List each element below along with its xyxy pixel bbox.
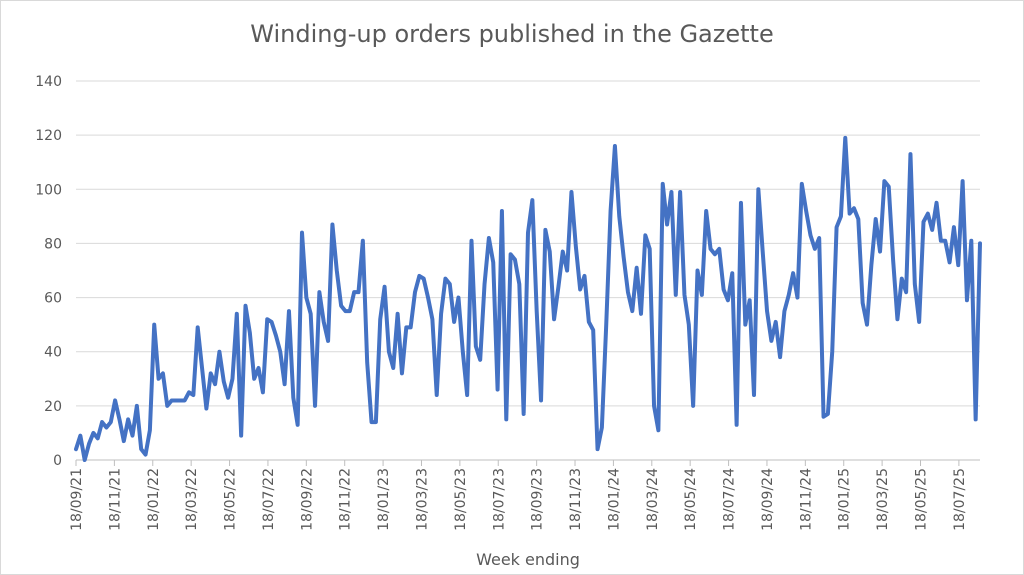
y-tick-label: 0: [53, 453, 62, 469]
x-axis-tick-labels: 18/09/21 18/11/21 18/01/22 18/03/22 18/05/22…: [69, 460, 968, 531]
x-tick-label: 18/09/24: [760, 468, 776, 531]
y-tick-label: 40: [44, 345, 62, 361]
x-tick-label: 18/11/21: [107, 468, 123, 531]
y-tick-label: 60: [44, 291, 62, 307]
y-tick-label: 80: [44, 236, 62, 252]
x-tick-label: 18/05/24: [683, 468, 699, 531]
y-tick-label: 100: [35, 182, 62, 198]
x-tick-label: 18/03/22: [184, 468, 200, 531]
x-tick-label: 18/01/24: [606, 468, 622, 531]
y-axis-tick-labels: 0 20 40 60 80 100 120 140: [35, 74, 62, 469]
x-tick-label: 18/03/23: [414, 468, 430, 531]
x-tick-label: 18/03/25: [875, 468, 891, 531]
x-tick-label: 18/01/23: [376, 468, 392, 531]
x-axis-title: Week ending: [476, 550, 580, 569]
y-tick-label: 140: [35, 74, 62, 90]
x-tick-label: 18/01/22: [146, 468, 162, 531]
x-tick-label: 18/05/23: [453, 468, 469, 531]
y-tick-label: 120: [35, 128, 62, 144]
x-tick-label: 18/07/24: [722, 468, 738, 531]
x-tick-label: 18/07/23: [491, 468, 507, 531]
x-tick-label: 18/11/23: [568, 468, 584, 531]
series-line: [74, 135, 982, 462]
series-group: [74, 135, 982, 462]
x-tick-label: 18/09/22: [299, 468, 315, 531]
y-tick-label: 20: [44, 399, 62, 415]
x-tick-label: 18/07/22: [261, 468, 277, 531]
x-tick-label: 18/09/21: [69, 468, 85, 531]
x-tick-label: 18/07/25: [952, 468, 968, 531]
x-tick-label: 18/03/24: [645, 468, 661, 531]
x-tick-label: 18/11/24: [798, 468, 814, 531]
x-tick-label: 18/05/22: [223, 468, 239, 531]
chart-title: Winding-up orders published in the Gazet…: [250, 20, 774, 48]
x-tick-label: 18/11/22: [338, 468, 354, 531]
x-tick-label: 18/05/25: [914, 468, 930, 531]
x-tick-label: 18/01/25: [837, 468, 853, 531]
x-tick-label: 18/09/23: [530, 468, 546, 531]
